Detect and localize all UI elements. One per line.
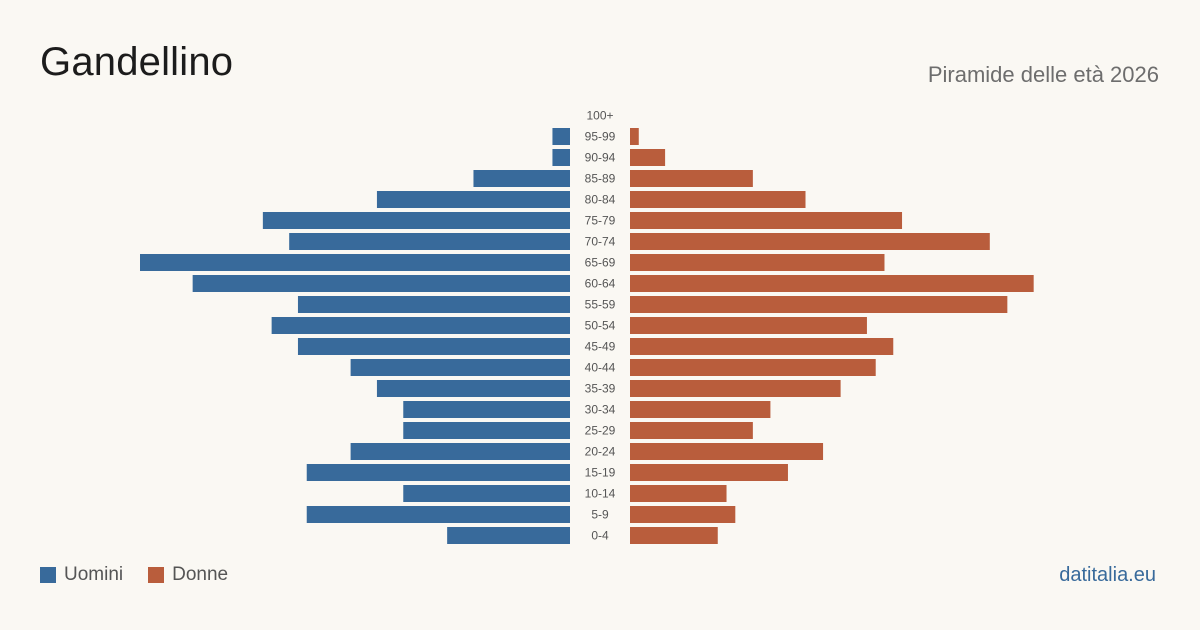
age-label-10-14: 10-14 xyxy=(585,487,616,501)
bar-men-45-49 xyxy=(297,338,570,355)
bar-men-20-24 xyxy=(350,443,570,460)
bar-women-5-9 xyxy=(630,506,736,523)
age-label-15-19: 15-19 xyxy=(585,466,616,480)
bar-men-40-44 xyxy=(350,359,570,376)
bar-women-70-74 xyxy=(630,233,990,250)
bar-men-85-89 xyxy=(473,170,570,187)
bar-women-65-69 xyxy=(630,254,885,271)
legend-label-women: Donne xyxy=(172,564,229,585)
legend-swatch-men xyxy=(40,567,56,583)
bar-women-95-99 xyxy=(630,128,639,145)
age-label-85-89: 85-89 xyxy=(585,172,616,186)
age-label-5-9: 5-9 xyxy=(591,508,609,522)
page-title: Gandellino xyxy=(40,40,234,84)
bar-men-55-59 xyxy=(297,296,570,313)
legend-item-men: Uomini xyxy=(40,564,123,586)
legend-label-men: Uomini xyxy=(64,564,124,585)
age-label-80-84: 80-84 xyxy=(585,193,616,207)
bar-men-60-64 xyxy=(192,275,570,292)
bar-men-25-29 xyxy=(403,422,570,439)
age-label-90-94: 90-94 xyxy=(585,151,616,165)
age-label-25-29: 25-29 xyxy=(585,424,616,438)
age-label-100plus: 100+ xyxy=(586,109,613,123)
bar-men-15-19 xyxy=(306,464,570,481)
age-label-35-39: 35-39 xyxy=(585,382,616,396)
bar-women-90-94 xyxy=(630,149,666,166)
brand-link[interactable]: datitalia.eu xyxy=(1059,564,1156,586)
bar-men-5-9 xyxy=(306,506,570,523)
bar-women-30-34 xyxy=(630,401,771,418)
bar-men-30-34 xyxy=(403,401,570,418)
bar-men-75-79 xyxy=(262,212,570,229)
bar-women-0-4 xyxy=(630,527,718,544)
bar-women-25-29 xyxy=(630,422,753,439)
bar-women-60-64 xyxy=(630,275,1034,292)
age-label-75-79: 75-79 xyxy=(585,214,616,228)
age-label-40-44: 40-44 xyxy=(585,361,616,375)
age-label-45-49: 45-49 xyxy=(585,340,616,354)
bar-women-80-84 xyxy=(630,191,806,208)
bar-men-65-69 xyxy=(140,254,570,271)
age-label-60-64: 60-64 xyxy=(585,277,616,291)
bar-women-40-44 xyxy=(630,359,876,376)
age-label-55-59: 55-59 xyxy=(585,298,616,312)
bar-men-70-74 xyxy=(289,233,570,250)
bar-women-45-49 xyxy=(630,338,894,355)
age-label-30-34: 30-34 xyxy=(585,403,616,417)
bar-men-90-94 xyxy=(552,149,570,166)
bar-women-10-14 xyxy=(630,485,727,502)
bar-men-95-99 xyxy=(552,128,570,145)
bar-women-20-24 xyxy=(630,443,824,460)
age-label-70-74: 70-74 xyxy=(585,235,616,249)
bar-men-50-54 xyxy=(271,317,570,334)
bar-men-0-4 xyxy=(447,527,570,544)
chart-subtitle: Piramide delle età 2026 xyxy=(927,62,1159,87)
bar-women-50-54 xyxy=(630,317,867,334)
age-label-95-99: 95-99 xyxy=(585,130,616,144)
age-label-20-24: 20-24 xyxy=(585,445,616,459)
chart-legend: Uomini Donne xyxy=(40,564,253,586)
bar-men-80-84 xyxy=(376,191,570,208)
legend-item-women: Donne xyxy=(148,564,228,586)
bar-women-55-59 xyxy=(630,296,1008,313)
age-label-65-69: 65-69 xyxy=(585,256,616,270)
age-label-50-54: 50-54 xyxy=(585,319,616,333)
bar-men-10-14 xyxy=(403,485,570,502)
bar-men-35-39 xyxy=(376,380,570,397)
age-label-0-4: 0-4 xyxy=(591,529,609,543)
bar-women-35-39 xyxy=(630,380,841,397)
bar-women-85-89 xyxy=(630,170,753,187)
legend-swatch-women xyxy=(148,567,165,583)
bar-women-75-79 xyxy=(630,212,903,229)
bar-women-15-19 xyxy=(630,464,788,481)
